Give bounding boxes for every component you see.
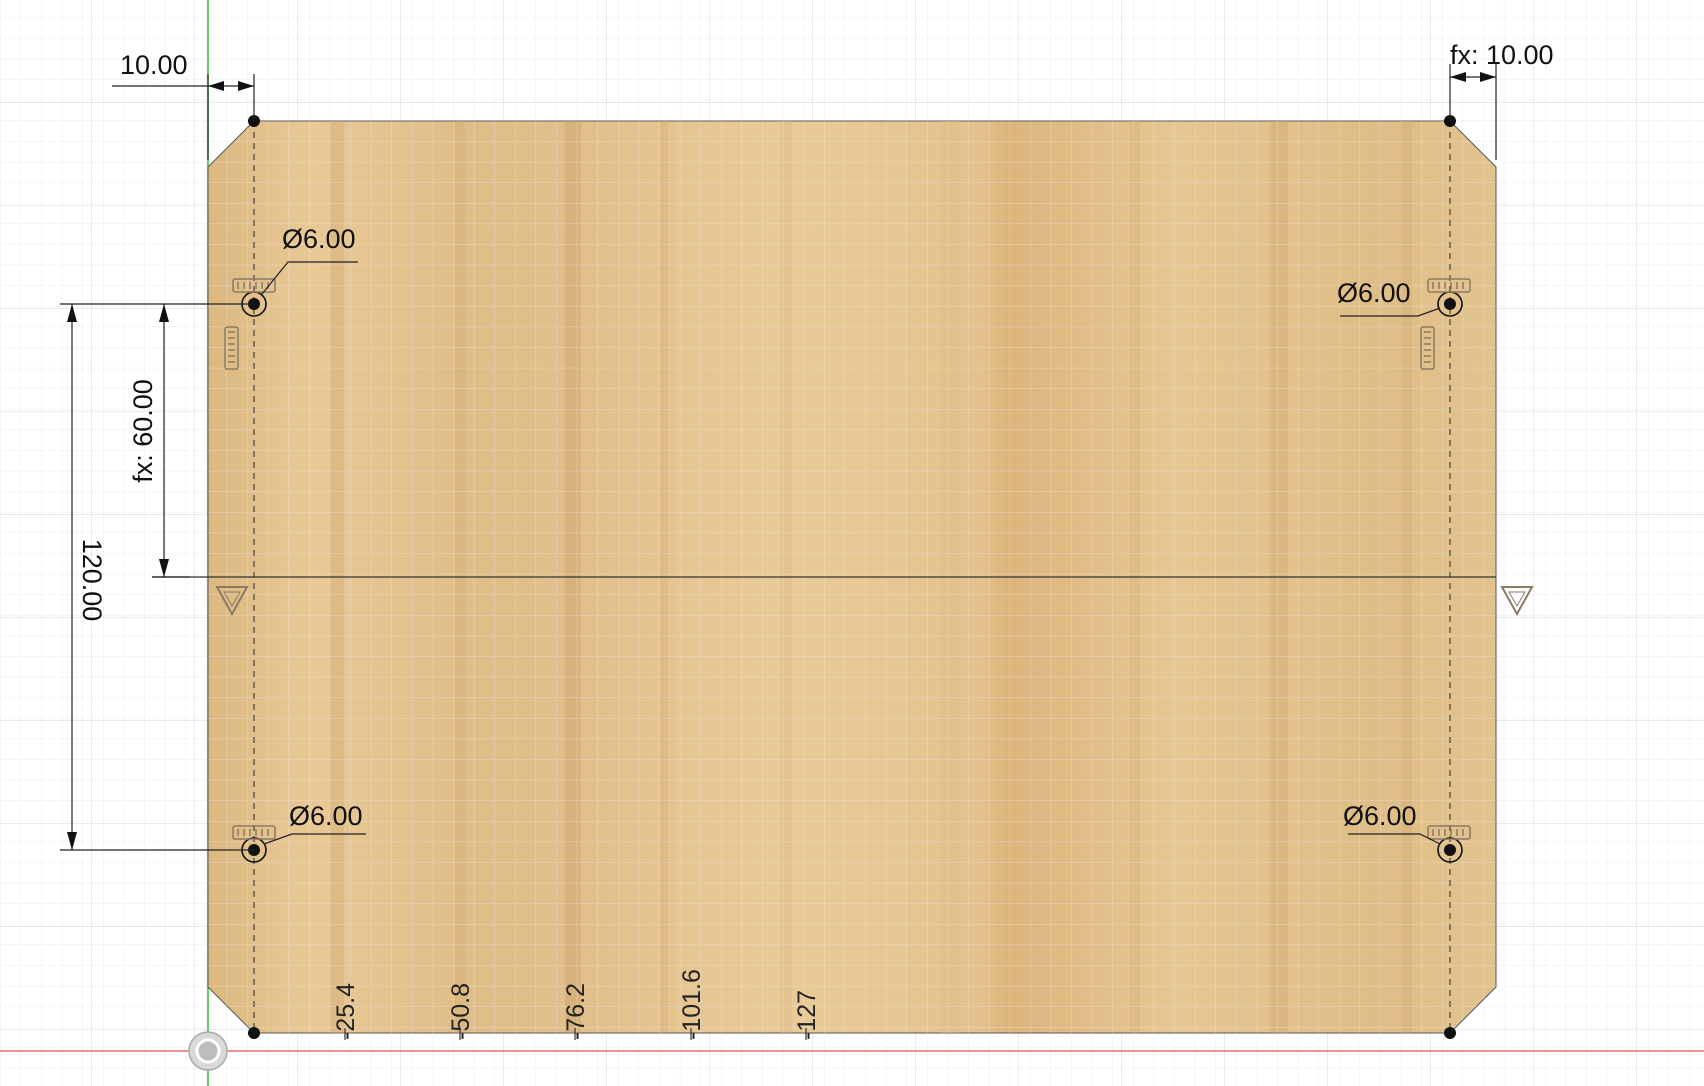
sketch-point-bottom-right[interactable] xyxy=(1444,1027,1456,1039)
dimension-hole-top-left[interactable]: Ø6.00 xyxy=(261,224,358,295)
dimension-total-spacing[interactable]: 120.00 xyxy=(60,303,254,851)
ruler-tick-label: -25.4 xyxy=(332,983,360,1040)
ruler-tick-label: -127 xyxy=(793,990,821,1040)
ruler-tick-label: -50.8 xyxy=(447,983,475,1040)
dimension-hole-bottom-left[interactable]: Ø6.00 xyxy=(263,801,366,845)
hole-bottom-right-diameter-text[interactable]: Ø6.00 xyxy=(1343,801,1417,831)
hole-top-left-diameter-text[interactable]: Ø6.00 xyxy=(282,224,356,254)
dimension-total-spacing-text[interactable]: 120.00 xyxy=(77,539,107,622)
dimension-hole-top-right[interactable]: Ø6.00 xyxy=(1337,278,1441,317)
sketch-point-bottom-left[interactable] xyxy=(248,1027,260,1039)
dimension-left-offset-text[interactable]: 10.00 xyxy=(120,50,188,80)
dimension-hole-bottom-right[interactable]: Ø6.00 xyxy=(1343,801,1441,845)
dimension-right-offset-text[interactable]: fx: 10.00 xyxy=(1450,40,1554,70)
vertical-constraint-icon[interactable] xyxy=(224,326,239,370)
hole-bottom-right[interactable] xyxy=(1437,837,1463,863)
hole-bottom-left-diameter-text[interactable]: Ø6.00 xyxy=(289,801,363,831)
horizontal-constraint-icon[interactable] xyxy=(232,278,276,293)
dimension-upper-spacing[interactable]: fx: 60.00 xyxy=(128,304,190,578)
dimension-right-offset[interactable]: fx: 10.00 xyxy=(1449,40,1554,160)
hole-top-right-diameter-text[interactable]: Ø6.00 xyxy=(1337,278,1411,308)
ruler-tick-label: -101.6 xyxy=(678,969,706,1040)
dimension-left-offset[interactable]: 10.00 xyxy=(112,50,255,160)
vertical-constraint-icon[interactable] xyxy=(1420,326,1435,370)
horizontal-constraint-icon[interactable] xyxy=(1427,278,1471,293)
symmetry-constraint-icon[interactable] xyxy=(1500,586,1534,617)
symmetry-constraint-icon[interactable] xyxy=(215,586,249,617)
origin-icon[interactable] xyxy=(188,1031,228,1071)
ruler-tick-label: -76.2 xyxy=(562,983,590,1040)
ruler: -25.4 -50.8 -76.2 -101.6 -127 xyxy=(332,969,821,1040)
horizontal-constraint-icon[interactable] xyxy=(232,825,276,840)
horizontal-constraint-icon[interactable] xyxy=(1427,825,1471,840)
dimension-upper-spacing-text[interactable]: fx: 60.00 xyxy=(128,379,158,483)
